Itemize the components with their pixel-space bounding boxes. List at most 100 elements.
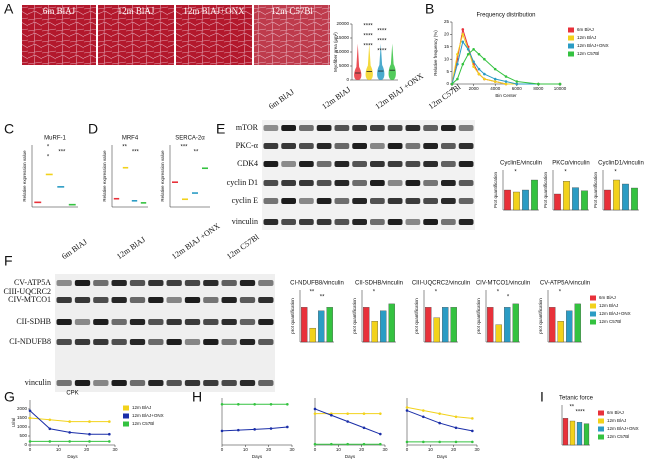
- blot-band: [74, 339, 91, 345]
- blot-band: [316, 198, 332, 204]
- violin-body: [354, 43, 362, 80]
- chart-title: MuRF-1: [44, 136, 66, 142]
- bar: [425, 307, 432, 343]
- bar: [309, 327, 316, 343]
- blot-band: [56, 280, 72, 286]
- point: [483, 77, 486, 81]
- blot-band: [299, 180, 314, 186]
- legend-label: 12m C57Bl: [607, 434, 629, 439]
- blot-band: [148, 339, 164, 345]
- x-axis-label: Days: [345, 454, 356, 459]
- y-tick-label: 1500: [17, 415, 28, 420]
- blot-band: [281, 143, 296, 149]
- significance: *: [497, 290, 500, 296]
- y-tick-label: 5: [446, 69, 449, 74]
- legend-swatch: [598, 410, 604, 416]
- point: [237, 428, 240, 432]
- significance: ****: [363, 34, 373, 40]
- point: [220, 429, 224, 433]
- legend-label: 12m BlAJ+ONX: [577, 43, 609, 48]
- blot-band: [352, 143, 367, 149]
- point: [313, 407, 317, 411]
- point: [379, 412, 382, 415]
- significance: ****: [377, 29, 387, 35]
- legend-label: 12m C57Bl: [132, 421, 154, 426]
- x-axis-label: Days: [252, 454, 263, 459]
- blot-band: [441, 161, 456, 167]
- x-tick-label: 20: [359, 447, 365, 452]
- significance: **: [320, 295, 325, 301]
- panel-label: I: [540, 389, 544, 405]
- blot-band: [111, 319, 127, 325]
- blot-band: [458, 143, 474, 149]
- blot-band: [316, 143, 332, 149]
- blot-band: [129, 339, 146, 345]
- blot-band: [299, 198, 314, 204]
- blot-band: [239, 319, 256, 325]
- image-label: 6m BlAJ: [43, 6, 76, 16]
- blot-band: [148, 319, 164, 325]
- point: [220, 402, 224, 406]
- significance: *: [47, 145, 50, 151]
- blot-band: [370, 143, 385, 149]
- blot-band: [184, 280, 201, 286]
- significance: *: [564, 170, 567, 176]
- histology-image: [254, 5, 330, 65]
- blot-row-label: PKC-α: [236, 141, 259, 150]
- point: [68, 440, 71, 443]
- blot-band: [203, 319, 219, 325]
- blot-band: [239, 297, 256, 303]
- point: [461, 62, 465, 66]
- significance: ***: [58, 150, 66, 156]
- point: [461, 33, 465, 36]
- blot-band: [352, 198, 367, 204]
- point: [461, 40, 465, 44]
- y-tick-label: 1000: [17, 424, 28, 429]
- point: [466, 52, 470, 56]
- blot-band: [334, 125, 350, 131]
- point: [422, 415, 425, 419]
- bar: [531, 179, 538, 211]
- point: [477, 72, 481, 76]
- blot-band: [263, 125, 279, 131]
- point: [28, 416, 32, 420]
- point: [456, 52, 459, 56]
- blot-band: [423, 125, 438, 131]
- point: [68, 420, 71, 423]
- significance: **: [310, 290, 315, 296]
- point: [286, 402, 289, 406]
- point: [108, 420, 111, 423]
- point: [493, 67, 497, 71]
- point: [108, 432, 111, 436]
- blot-band: [281, 198, 296, 204]
- blot-band: [111, 339, 127, 345]
- point: [28, 440, 32, 443]
- y-tick-label: 0: [346, 77, 349, 82]
- y-tick-label: 10: [444, 56, 450, 61]
- point: [346, 420, 349, 423]
- bar: [563, 181, 570, 211]
- blot-band: [299, 219, 314, 225]
- blot-band: [387, 143, 403, 149]
- blot-band: [263, 180, 279, 186]
- chart-title: CI-NDUFB8/vinculin: [290, 281, 344, 287]
- blot-band: [239, 280, 256, 286]
- significance: ****: [576, 410, 586, 416]
- legend-swatch: [568, 51, 574, 57]
- blot-band: [221, 297, 237, 303]
- blot-column-label: 12m C57Bl: [427, 82, 463, 111]
- blot-band: [370, 219, 385, 225]
- x-axis-label: Bin Center: [495, 93, 517, 98]
- blot-column-label: 12m BlAJ: [320, 85, 352, 111]
- chart-title: Frequency distribution: [476, 13, 535, 19]
- blot-band: [184, 297, 201, 303]
- bar: [504, 189, 511, 211]
- bar: [604, 189, 611, 211]
- point: [48, 440, 52, 443]
- point: [558, 82, 562, 86]
- legend-swatch: [123, 421, 129, 427]
- bar: [574, 303, 581, 343]
- x-tick-label: 10000: [554, 86, 567, 91]
- blot-band: [221, 280, 237, 286]
- blot-band: [281, 219, 296, 225]
